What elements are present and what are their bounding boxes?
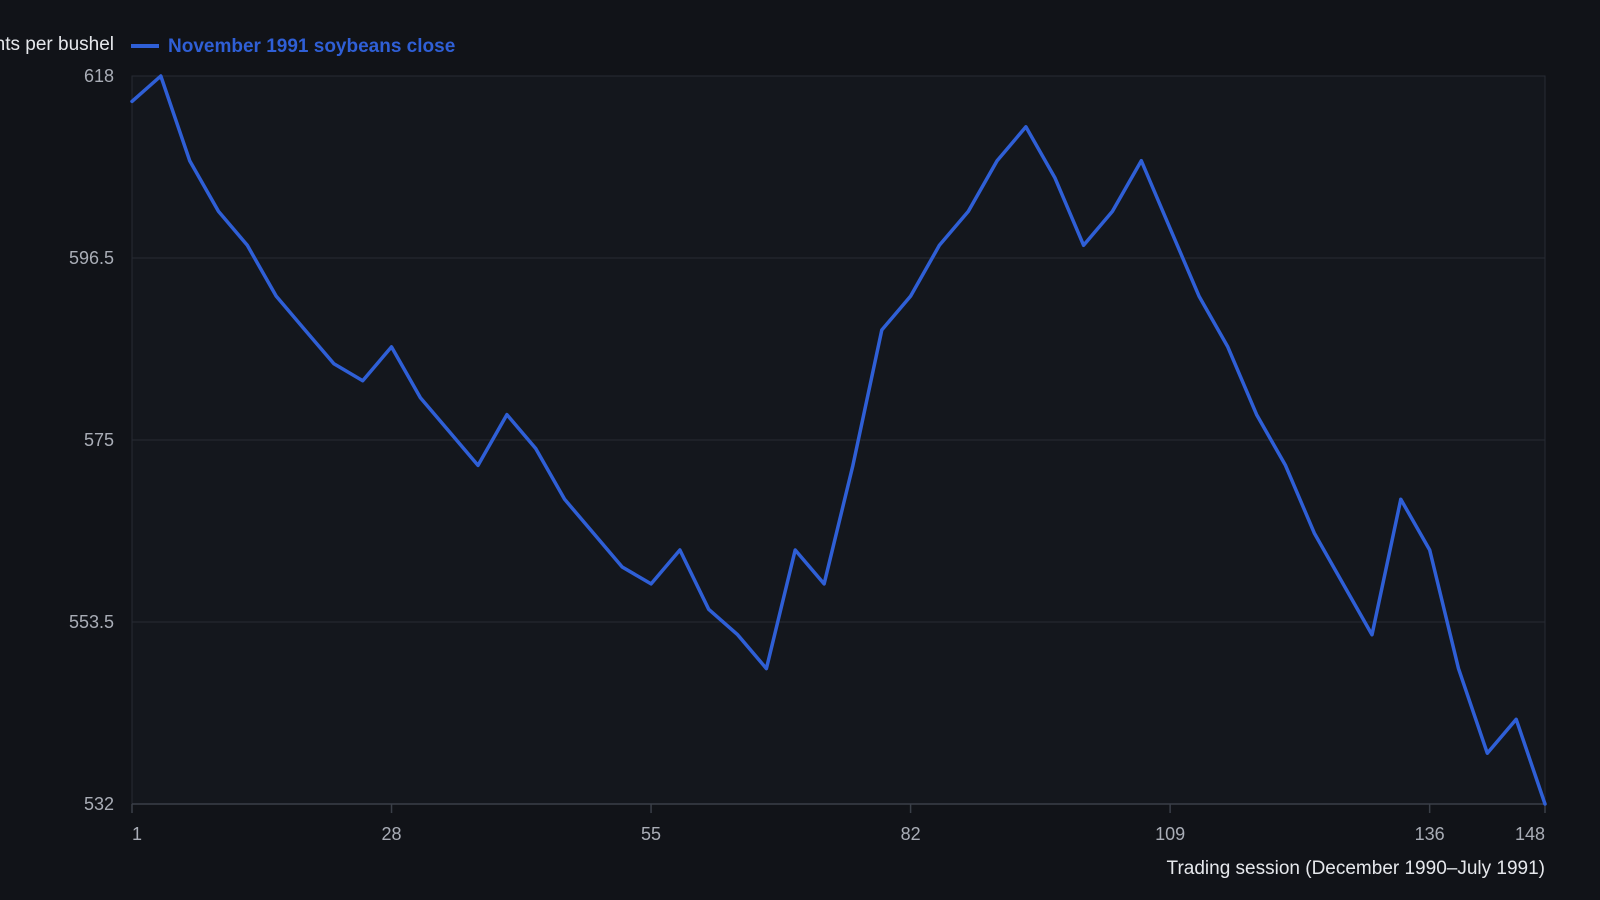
x-tick-label: 1 (132, 824, 142, 844)
legend-label: November 1991 soybeans close (168, 36, 455, 57)
y-tick-label: 618 (84, 66, 114, 86)
x-tick-label: 55 (641, 824, 661, 844)
y-tick-label: 575 (84, 430, 114, 450)
x-tick-label: 136 (1415, 824, 1445, 844)
x-tick-label: 82 (901, 824, 921, 844)
grid-lines (132, 257, 1545, 623)
y-axis: 618 596.5 575 553.5 532 (69, 66, 114, 814)
x-axis-title: Trading session (December 1990–July 1991… (1167, 858, 1545, 879)
x-tick-label: 109 (1155, 824, 1185, 844)
y-axis-title: Cents per bushel (0, 34, 114, 55)
legend: November 1991 soybeans close (131, 36, 455, 57)
x-axis: 1 28 55 82 109 136 148 (131, 803, 1546, 844)
x-tick-label: 28 (382, 824, 402, 844)
y-tick-label: 553.5 (69, 612, 114, 632)
x-tick-label: 148 (1515, 824, 1545, 844)
y-tick-label: 532 (84, 794, 114, 814)
series-line-soybeans-close (130, 74, 1547, 806)
y-tick-label: 596.5 (69, 248, 114, 268)
